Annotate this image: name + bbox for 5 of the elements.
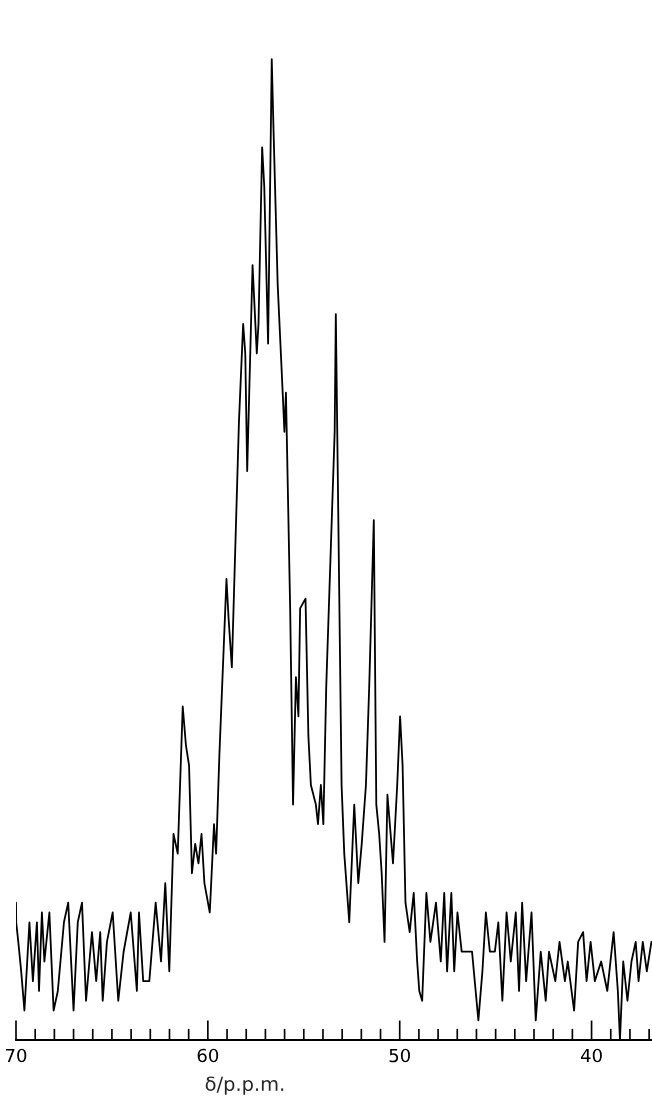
x-tick-label: 60	[197, 1048, 219, 1063]
x-axis-title: δ/p.p.m.	[205, 1076, 284, 1095]
x-tick-label: 40	[580, 1048, 602, 1063]
x-tick-label: 70	[5, 1048, 27, 1063]
x-tick-label: 50	[389, 1048, 410, 1063]
